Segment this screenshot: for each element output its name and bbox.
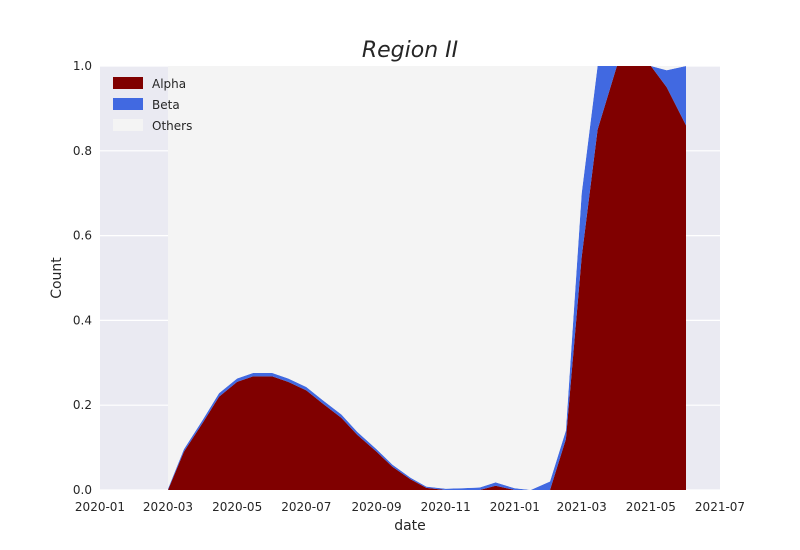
y-tick-label: 0.4 xyxy=(73,313,92,327)
x-tick-label: 2020-03 xyxy=(143,500,193,514)
y-tick-label: 0.8 xyxy=(73,144,92,158)
x-tick-label: 2021-07 xyxy=(695,500,745,514)
y-tick-label: 0.6 xyxy=(73,229,92,243)
area-alpha xyxy=(168,66,686,490)
stacked-areas xyxy=(168,66,686,490)
x-tick-label: 2020-01 xyxy=(75,500,125,514)
legend-label-others: Others xyxy=(152,119,192,133)
y-axis-label: Count xyxy=(49,257,65,299)
legend: Alpha Beta Others xyxy=(113,77,192,133)
x-tick-label: 2020-11 xyxy=(421,500,471,514)
y-tick-label: 1.0 xyxy=(73,59,92,73)
y-tick-label: 0.2 xyxy=(73,398,92,412)
x-tick-label: 2021-05 xyxy=(626,500,676,514)
area-beta xyxy=(168,66,686,490)
x-axis-ticks: 2020-01 2020-03 2020-05 2020-07 2020-09 2020-… xyxy=(75,500,745,514)
y-tick-label: 0.0 xyxy=(73,483,92,497)
x-tick-label: 2020-07 xyxy=(281,500,331,514)
x-tick-label: 2020-05 xyxy=(212,500,262,514)
legend-swatch-beta xyxy=(113,98,143,110)
legend-swatch-alpha xyxy=(113,77,143,89)
x-tick-label: 2021-03 xyxy=(557,500,607,514)
x-tick-label: 2020-09 xyxy=(351,500,401,514)
x-tick-label: 2021-01 xyxy=(490,500,540,514)
legend-label-alpha: Alpha xyxy=(152,77,186,91)
legend-swatch-others xyxy=(113,119,143,131)
x-axis-label: date xyxy=(394,518,426,534)
chart-title: Region II xyxy=(362,38,458,63)
legend-label-beta: Beta xyxy=(152,98,180,112)
area-others xyxy=(168,66,686,490)
y-axis-ticks: 0.0 0.2 0.4 0.6 0.8 1.0 xyxy=(73,59,92,497)
